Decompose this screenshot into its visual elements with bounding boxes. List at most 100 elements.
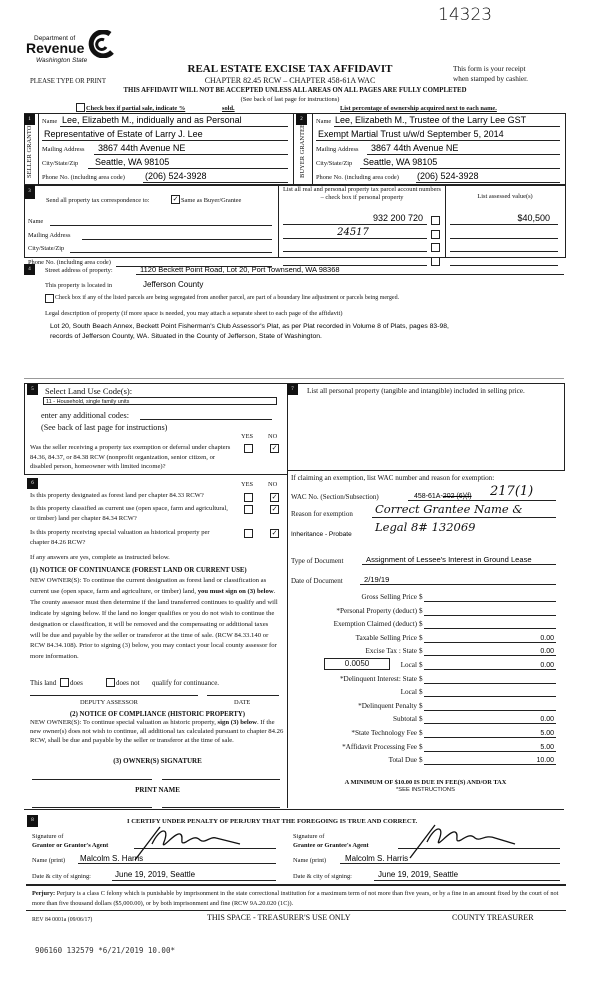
parcel-number-field[interactable]: 932 200 720	[372, 213, 423, 223]
tax-row-value[interactable]: 0.00	[540, 662, 554, 669]
grantor-signature-label: Signature of	[32, 833, 64, 840]
tax-row-value[interactable]: 5.00	[540, 730, 554, 737]
tax-row-value[interactable]: 0.00	[540, 716, 554, 723]
yes-header: YES	[241, 481, 254, 488]
does-not-label: does not	[116, 679, 140, 687]
currency-symbol: $	[419, 593, 423, 601]
receipt-note: This form is your receipt	[453, 64, 526, 73]
buyer-name-field-line2[interactable]: Exempt Martial Trust u/w/d September 5, …	[318, 129, 504, 139]
correspondence-city-field[interactable]	[70, 252, 272, 253]
divider	[445, 184, 446, 257]
grantor-signature-field[interactable]	[134, 848, 276, 849]
field-line	[88, 168, 288, 169]
tax-row-value[interactable]: 0.00	[540, 635, 554, 642]
tax-row-line	[424, 696, 556, 697]
personal-property-checkbox[interactable]	[431, 230, 440, 239]
correspondence-name-field[interactable]	[50, 225, 272, 226]
exemption-no-checkbox[interactable]: ✓	[270, 444, 279, 453]
partial-sale-checkbox[interactable]	[76, 103, 85, 112]
personal-property-checkbox[interactable]	[431, 243, 440, 252]
exemption-yes-checkbox[interactable]	[244, 444, 253, 453]
grantee-signature-field[interactable]	[398, 848, 560, 849]
grantor-date-field[interactable]: June 19, 2019, Seattle	[115, 870, 196, 879]
tax-row-line	[424, 628, 556, 629]
print-name-line[interactable]	[162, 807, 280, 808]
seller-phone-field[interactable]: (206) 524-3928	[145, 171, 207, 181]
current-use-yes-checkbox[interactable]	[244, 505, 253, 514]
personal-property-checkbox[interactable]	[431, 257, 440, 266]
notice-bold-text: sign (3) below	[217, 719, 257, 726]
field-line	[340, 863, 560, 864]
land-use-code-select[interactable]: 11 - Household, single family units	[43, 397, 277, 405]
additional-codes-field[interactable]	[140, 419, 272, 420]
grantor-name-field[interactable]: Malcolm S. Harris	[80, 854, 144, 863]
buyer-name-field[interactable]: Lee, Elizabeth M., Trustee of the Larry …	[335, 115, 527, 125]
historical-no-checkbox[interactable]: ✓	[270, 529, 279, 538]
seller-city-field[interactable]: Seattle, WA 98105	[95, 157, 170, 167]
county-field[interactable]: Jefferson County	[143, 280, 204, 289]
field-line	[112, 880, 276, 881]
forest-no-checkbox[interactable]: ✓	[270, 493, 279, 502]
grantee-name-field[interactable]: Malcolm S. Harris	[345, 854, 409, 863]
section-number: 8	[27, 815, 38, 827]
divider	[26, 910, 566, 911]
tax-row-label: Gross Selling Price	[361, 593, 418, 601]
segregated-checkbox[interactable]	[45, 294, 54, 303]
tax-row-label: Exemption Claimed (deduct)	[333, 620, 417, 628]
deputy-assessor-signature-line[interactable]	[30, 695, 198, 696]
parcel-number-field[interactable]: 24517	[337, 227, 369, 238]
historical-yes-checkbox[interactable]	[244, 529, 253, 538]
section-number: 2	[296, 114, 307, 125]
reason-typed[interactable]: Inheritance - Probate	[291, 531, 352, 538]
forest-land-question: Is this property designated as forest la…	[30, 492, 204, 499]
same-as-buyer-checkbox[interactable]: ✓	[171, 195, 180, 204]
currency-symbol: $	[419, 756, 423, 764]
seller-name-field[interactable]: Lee, Elizabeth M., indidually and as Per…	[62, 115, 242, 125]
parcel-number-line	[283, 224, 427, 225]
current-use-no-checkbox[interactable]: ✓	[270, 505, 279, 514]
tax-row-value[interactable]: 0.00	[540, 648, 554, 655]
assessed-header: List assessed value(s)	[477, 193, 533, 200]
assessed-value-line	[450, 224, 558, 225]
notice-text: . The county assessor must then determin…	[30, 587, 278, 661]
parcel-header: List all real and personal property tax …	[282, 186, 442, 201]
seller-name-field-line2[interactable]: Representative of Estate of Larry J. Lee	[44, 129, 203, 139]
correspondence-mailing-field[interactable]	[82, 239, 272, 240]
legal-description-field-line2[interactable]: records of Jefferson County, WA. Situate…	[50, 333, 322, 340]
does-not-qualify-checkbox[interactable]	[106, 678, 115, 687]
does-qualify-checkbox[interactable]	[60, 678, 69, 687]
tax-row-value[interactable]: 10.00	[536, 757, 554, 764]
print-name-line[interactable]	[32, 807, 152, 808]
buyer-phone-field[interactable]: (206) 524-3928	[417, 171, 479, 181]
local-rate-field[interactable]: 0.0050	[324, 658, 390, 670]
this-land-label: This land	[30, 679, 57, 687]
grantee-date-field[interactable]: June 19, 2019, Seattle	[378, 870, 459, 879]
historical-question: Is this property receiving special valua…	[30, 529, 210, 546]
doc-type-field[interactable]: Assignment of Lessee's Interest in Groun…	[366, 555, 532, 564]
buyer-mailing-field[interactable]: 3867 44th Avenue NE	[371, 143, 459, 153]
wac-number-field[interactable]: 458-61A-202 (6)(f)	[414, 492, 472, 501]
tax-row-label: *Delinquent Penalty	[358, 702, 417, 710]
form-title: REAL ESTATE EXCISE TAX AFFIDAVIT	[187, 63, 393, 75]
correspondence-phone-field[interactable]	[116, 266, 272, 267]
legal-description-field[interactable]: Lot 20, South Beach Annex, Beckett Point…	[50, 323, 449, 330]
doc-date-field[interactable]: 2/19/19	[364, 575, 390, 584]
seller-mailing-field[interactable]: 3867 44th Avenue NE	[98, 143, 186, 153]
send-correspondence-label: Send all property tax correspondence to:	[46, 197, 150, 204]
buyer-city-field[interactable]: Seattle, WA 98105	[363, 157, 438, 167]
assessor-date-line[interactable]	[207, 695, 279, 696]
assessed-value-field[interactable]: $40,500	[517, 213, 550, 223]
name-label: Name	[42, 118, 58, 125]
street-address-field[interactable]: 1120 Beckett Point Road, Lot 20, Port To…	[140, 265, 340, 274]
personal-property-checkbox[interactable]	[431, 216, 440, 225]
same-as-buyer-label: Same as Buyer/Grantee	[181, 197, 242, 204]
currency-symbol: $	[419, 647, 423, 655]
forest-yes-checkbox[interactable]	[244, 493, 253, 502]
owner-signature-line[interactable]	[32, 779, 152, 780]
grantor-signature-image	[134, 826, 241, 861]
owner-signature-line[interactable]	[162, 779, 280, 780]
city-label: City/State/Zip	[42, 160, 79, 167]
tax-row-value[interactable]: 5.00	[540, 744, 554, 751]
divider	[24, 474, 287, 475]
currency-symbol: $	[419, 729, 423, 737]
